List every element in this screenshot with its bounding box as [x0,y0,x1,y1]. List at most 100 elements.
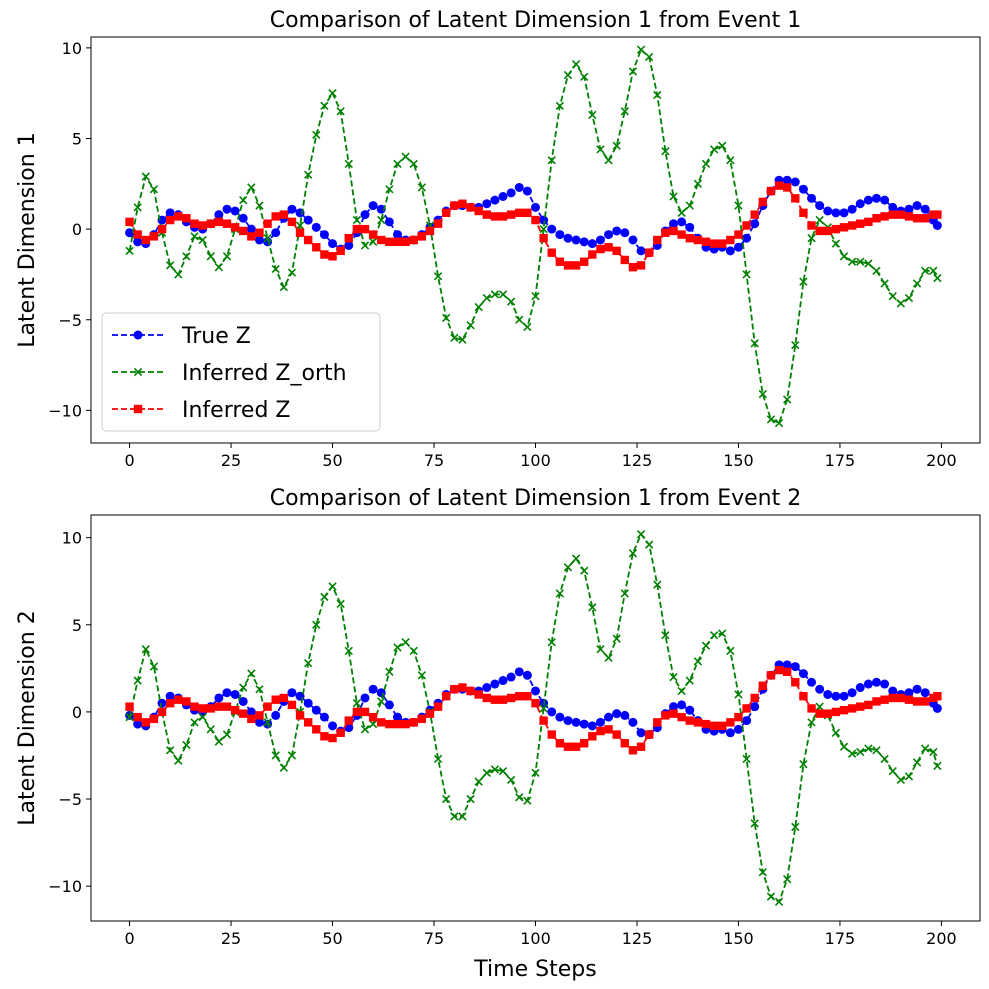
data-point [685,705,695,715]
data-point [360,224,370,234]
data-point [522,186,532,196]
chart-panel-2: Comparison of Latent Dimension 1 from Ev… [15,486,981,982]
data-point [466,321,475,330]
x-tick-label: 100 [520,929,551,948]
data-point [271,212,280,221]
data-point [336,728,345,738]
data-point [612,246,621,256]
data-point [563,261,573,270]
data-point [685,716,694,725]
data-point [653,718,662,727]
plot-frame [90,36,981,444]
data-point [506,297,516,306]
data-point [214,210,224,220]
data-point [872,214,881,223]
data-point [888,292,897,301]
data-point [385,185,394,194]
data-point [587,721,597,731]
data-point [482,293,491,303]
data-point [303,698,313,708]
data-point [376,204,386,214]
data-point [823,226,832,236]
data-point [384,217,394,227]
data-point [247,669,256,678]
data-point [823,206,833,216]
data-point [620,589,629,598]
data-point [693,179,703,188]
data-point [320,592,329,602]
x-tick-label: 150 [723,929,754,948]
data-point [458,335,467,344]
x-tick-label: 75 [424,929,444,948]
data-point [498,766,508,776]
data-point [807,718,816,727]
data-point [831,728,841,737]
data-point [125,246,134,256]
data-point [328,721,338,731]
data-point [685,676,694,685]
data-point [750,819,759,828]
data-point [312,620,321,629]
data-point [839,705,849,715]
data-point [198,712,207,722]
data-point [628,746,638,755]
data-point [896,299,906,308]
data-point [742,233,752,243]
data-point [547,156,556,165]
data-point [482,199,492,209]
data-point [246,224,256,234]
data-point [222,219,232,228]
data-point [133,676,142,685]
data-point [417,671,427,680]
data-point [319,230,329,240]
data-point [320,732,329,741]
data-point [263,219,272,228]
data-point [190,702,199,711]
data-point [920,204,930,214]
data-point [932,221,942,230]
data-point [709,145,719,154]
data-point [791,340,800,350]
data-point [888,686,898,696]
data-point [783,395,792,404]
data-point [222,252,232,261]
data-point [815,226,824,236]
data-point [718,629,727,638]
data-point [377,215,386,225]
data-point [141,172,150,181]
data-point [133,237,143,247]
data-point [636,261,646,270]
data-point [912,279,922,288]
data-point [239,226,248,236]
data-point [807,234,816,243]
data-point [547,730,556,739]
data-point [904,212,914,221]
data-point [230,689,240,699]
data-point [888,766,897,776]
data-point [880,695,889,704]
data-point [880,195,890,205]
data-point [506,775,516,785]
data-point [311,705,321,715]
data-point [750,702,760,712]
data-point [368,230,378,239]
data-point [563,742,573,751]
data-point [515,793,524,802]
data-point [287,688,297,698]
data-point [165,698,175,708]
data-point [912,697,922,706]
data-point [920,688,930,698]
data-point [856,747,865,757]
data-point [896,210,906,219]
data-point [669,702,679,712]
y-tick-label: 5 [72,616,82,635]
x-tick-label: 125 [622,451,653,470]
data-point [571,742,581,751]
data-point [831,208,841,218]
data-point [450,333,459,343]
legend-marker [133,367,143,377]
data-point [344,240,354,250]
data-point [628,235,638,245]
x-tick-label: 25 [221,929,241,948]
data-point [579,237,589,247]
